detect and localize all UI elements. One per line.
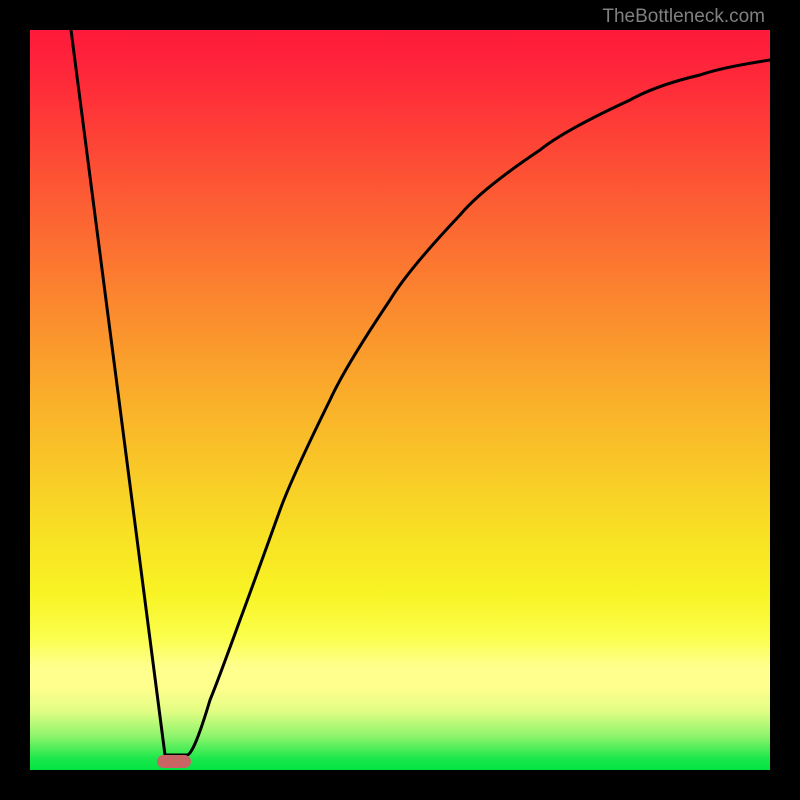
plot-area [30,30,770,770]
curve-overlay [30,30,770,770]
border-right [770,0,800,800]
border-left [0,0,30,800]
border-bottom [0,770,800,800]
chart-container: TheBottleneck.com [0,0,800,800]
watermark-text: TheBottleneck.com [602,6,765,28]
optimal-marker [157,755,191,768]
bottleneck-curve [71,30,770,755]
